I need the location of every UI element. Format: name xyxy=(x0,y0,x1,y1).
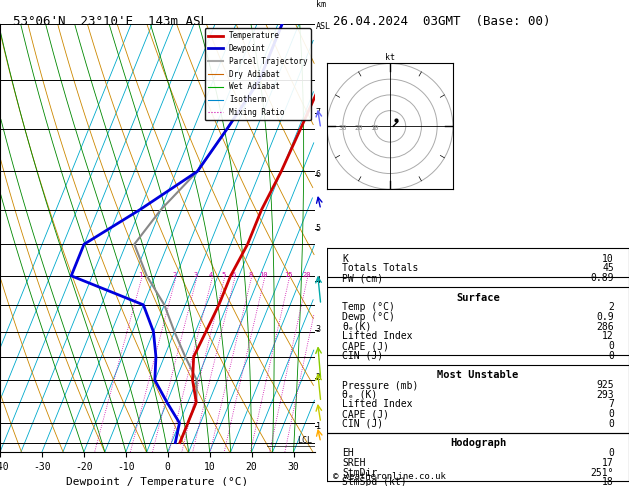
Text: 0: 0 xyxy=(608,448,614,458)
Text: 1: 1 xyxy=(138,272,143,278)
Text: PW (cm): PW (cm) xyxy=(342,273,383,283)
Text: Totals Totals: Totals Totals xyxy=(342,263,418,274)
Text: 6: 6 xyxy=(231,272,236,278)
Text: 10: 10 xyxy=(602,254,614,264)
Text: Dewp (°C): Dewp (°C) xyxy=(342,312,395,322)
Text: Pressure (mb): Pressure (mb) xyxy=(342,380,418,390)
Text: Lifted Index: Lifted Index xyxy=(342,331,413,342)
Text: 0: 0 xyxy=(608,341,614,351)
Text: 45: 45 xyxy=(602,263,614,274)
Text: CAPE (J): CAPE (J) xyxy=(342,341,389,351)
Text: 17: 17 xyxy=(602,458,614,468)
Text: CIN (J): CIN (J) xyxy=(342,419,383,429)
Text: 15: 15 xyxy=(284,272,292,278)
Text: 12: 12 xyxy=(602,331,614,342)
Text: CAPE (J): CAPE (J) xyxy=(342,409,389,419)
Text: 1: 1 xyxy=(316,422,321,431)
Text: 925: 925 xyxy=(596,380,614,390)
Text: 10: 10 xyxy=(370,124,379,131)
Text: CIN (J): CIN (J) xyxy=(342,351,383,361)
Text: 3: 3 xyxy=(316,325,321,334)
Text: 53°06'N  23°10'E  143m ASL: 53°06'N 23°10'E 143m ASL xyxy=(13,15,208,28)
Text: SREH: SREH xyxy=(342,458,365,468)
Text: 286: 286 xyxy=(596,322,614,332)
Text: 4: 4 xyxy=(316,276,321,285)
Text: 2: 2 xyxy=(608,302,614,312)
Text: 30: 30 xyxy=(338,124,347,131)
Text: 10: 10 xyxy=(259,272,268,278)
Text: 2: 2 xyxy=(316,373,321,382)
Text: 4: 4 xyxy=(209,272,213,278)
Text: 5: 5 xyxy=(316,224,321,233)
Text: 3: 3 xyxy=(194,272,198,278)
Text: 2: 2 xyxy=(172,272,177,278)
Text: θₑ (K): θₑ (K) xyxy=(342,390,377,400)
Text: 6: 6 xyxy=(316,170,321,179)
Text: 7: 7 xyxy=(608,399,614,410)
Text: ASL: ASL xyxy=(316,21,331,31)
Text: Lifted Index: Lifted Index xyxy=(342,399,413,410)
Text: © weatheronline.co.uk: © weatheronline.co.uk xyxy=(333,472,446,481)
Text: km: km xyxy=(316,0,326,9)
Legend: Temperature, Dewpoint, Parcel Trajectory, Dry Adiabat, Wet Adiabat, Isotherm, Mi: Temperature, Dewpoint, Parcel Trajectory… xyxy=(204,28,311,120)
Text: Temp (°C): Temp (°C) xyxy=(342,302,395,312)
Text: StmDir: StmDir xyxy=(342,468,377,478)
X-axis label: Dewpoint / Temperature (°C): Dewpoint / Temperature (°C) xyxy=(66,477,248,486)
Text: 0: 0 xyxy=(608,351,614,361)
Text: 7: 7 xyxy=(316,108,321,118)
Text: 20: 20 xyxy=(354,124,363,131)
Text: LCL: LCL xyxy=(298,436,313,445)
Text: StmSpd (kt): StmSpd (kt) xyxy=(342,477,407,486)
Text: 18: 18 xyxy=(602,477,614,486)
Text: 26.04.2024  03GMT  (Base: 00): 26.04.2024 03GMT (Base: 00) xyxy=(333,15,551,28)
Text: 20: 20 xyxy=(303,272,311,278)
Text: 0: 0 xyxy=(608,409,614,419)
Text: θₑ(K): θₑ(K) xyxy=(342,322,372,332)
Text: Surface: Surface xyxy=(456,293,500,303)
Text: kt: kt xyxy=(385,53,395,62)
Text: K: K xyxy=(342,254,348,264)
Text: 5: 5 xyxy=(221,272,226,278)
Text: 0.89: 0.89 xyxy=(591,273,614,283)
Text: Most Unstable: Most Unstable xyxy=(437,370,519,381)
Text: 293: 293 xyxy=(596,390,614,400)
Text: 0.9: 0.9 xyxy=(596,312,614,322)
Text: 8: 8 xyxy=(248,272,253,278)
Text: Hodograph: Hodograph xyxy=(450,438,506,449)
Text: 0: 0 xyxy=(608,419,614,429)
Text: EH: EH xyxy=(342,448,354,458)
Text: 251°: 251° xyxy=(591,468,614,478)
